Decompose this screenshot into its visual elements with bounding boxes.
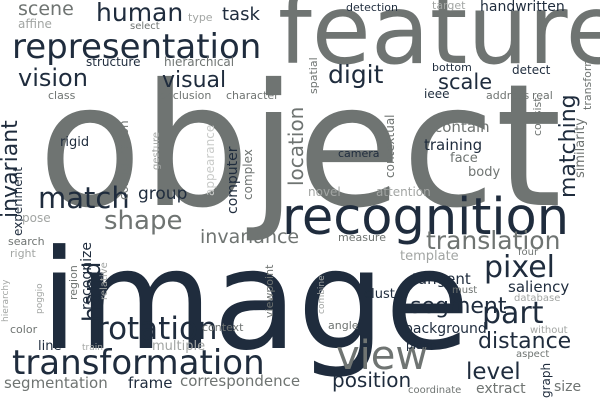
word-level: level [466,359,521,385]
word-frame: frame [128,374,173,392]
word-affine: affine [18,17,52,31]
word-recognition: recognition [282,188,570,247]
word-segmentation: segmentation [4,374,108,392]
word-address: address [486,89,530,102]
word-experiment: experiment [11,167,25,236]
word-size: size [554,379,582,395]
word-four: four [518,247,539,258]
word-correspondence: correspondence [180,372,301,390]
word-invariance: invariance [200,226,300,248]
word-extract: extract [476,381,526,397]
word-attention: attention [376,185,431,199]
word-image: image [40,220,470,381]
word-cluster: cluster [364,287,409,302]
word-coordinate: coordinate [408,385,462,396]
word-training: training [424,136,483,154]
word-combine: combine [317,275,327,314]
word-context: context [202,321,244,334]
word-rotation: rotation [96,311,218,347]
word-saliency: saliency [508,278,570,296]
word-structure: structure [86,55,141,69]
word-body: body [468,165,501,180]
word-contextual: contextual [383,114,397,178]
word-task: task [222,4,260,25]
word-face: face [450,151,478,166]
word-segment: segment [410,294,507,319]
word-region: region [67,265,80,300]
word-right: right [10,247,36,260]
word-detection: detection [346,1,398,14]
word-color: color [10,323,38,336]
word-spatial: spatial [307,57,320,94]
word-angle: angle [328,319,359,332]
word-gesture: gesture [151,131,162,170]
word-type: type [188,11,213,24]
word-rigid: rigid [60,135,90,150]
word-multiple: multiple [152,339,206,354]
word-poggio: poggio [35,283,45,314]
word-distance: distance [478,329,572,354]
word-match: match [38,181,130,215]
word-novel: novel [308,185,341,199]
word-similarity: similarity [573,118,588,178]
word-visual: visual [162,68,227,93]
word-bottom: bottom [432,61,472,74]
word-train: train [82,343,103,353]
word-occlusion: occlusion [160,89,212,102]
word-configuration: configuration [117,120,131,200]
word-recognize: recognize [79,242,95,310]
word-position: position [332,368,412,392]
word-shape: shape [104,206,183,236]
word-pixel: pixel [484,250,556,285]
word-database: database [514,293,561,304]
word-detect: detect [512,63,551,77]
word-feature: feature [278,0,600,86]
word-ieee: ieee [424,87,450,101]
word-camera: camera [338,147,380,160]
word-appearance: appearance [203,124,217,196]
word-character: character [226,89,279,102]
word-template: template [400,249,459,264]
word-object: object [38,48,562,246]
word-tangent: tangent [412,270,471,288]
word-contain: contain [434,118,490,136]
word-view: view [336,333,429,379]
word-class: class [48,89,76,102]
word-target: target [432,0,466,12]
word-representation: representation [12,27,262,67]
word-must: must [452,285,478,296]
word-pose: pose [22,211,51,225]
word-without: without [530,325,568,336]
word-real: real [532,89,553,102]
word-aspect: aspect [516,349,550,360]
word-viewpoint: viewpoint [263,264,276,318]
word-hierarchy: hierarchy [1,279,11,322]
word-background: background [404,321,487,337]
word-plane: plane [406,339,437,352]
word-human: human [96,0,184,27]
word-part: part [482,296,544,331]
word-translation: translation [426,226,561,255]
word-select: select [130,21,160,32]
word-handwritten: handwritten [480,0,565,15]
word-scene: scene [18,0,74,20]
word-location: location [284,106,308,186]
word-group: group [138,184,188,204]
word-scale: scale [438,70,493,94]
word-computer: computer [225,146,241,214]
word-measure: measure [338,231,386,244]
word-transformation: transformation [12,343,265,383]
word-hierarchical: hierarchical [164,55,235,69]
word-line: line [38,339,62,354]
word-search: search [8,235,45,248]
word-digit: digit [328,60,384,89]
word-graph: graph [539,362,553,398]
word-vision: vision [18,64,88,92]
word-consist: consist [531,97,544,136]
word-complex: complex [241,149,255,200]
word-relative: relative [99,262,110,300]
word-transform: transform [581,56,594,110]
